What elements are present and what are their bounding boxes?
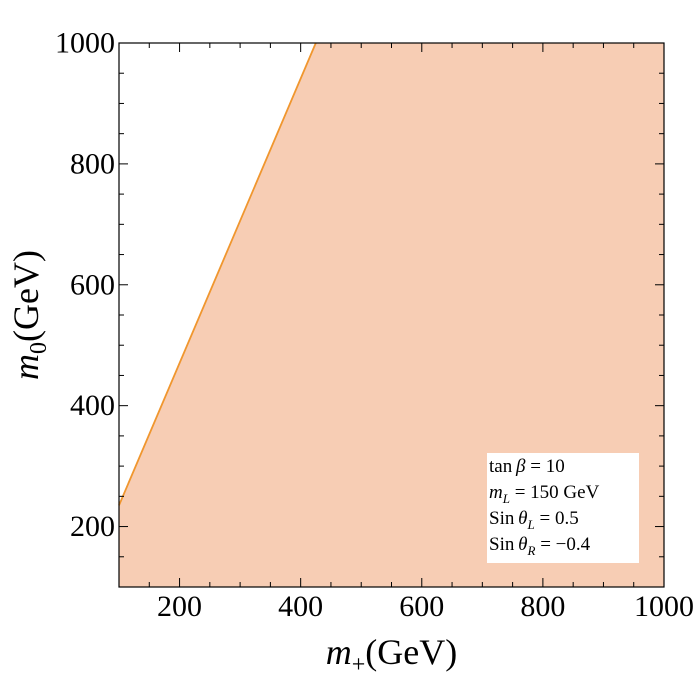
- boundary-line: [118, 42, 317, 506]
- y-tick-label: 400: [70, 389, 115, 422]
- x-tick-label: 400: [278, 590, 323, 623]
- annotation-line: mL = 150 GeV: [489, 482, 600, 506]
- annotation-line: Sin θL = 0.5: [489, 508, 579, 532]
- x-tick-label: 600: [399, 590, 444, 623]
- x-tick-label: 1000: [634, 590, 694, 623]
- annotation-background: [487, 453, 639, 563]
- y-tick-label: 600: [70, 268, 115, 301]
- excluded-region: [119, 43, 664, 587]
- axis-ticks: [118, 42, 665, 588]
- y-tick-label: 200: [70, 510, 115, 543]
- annotation-line: Sin θR = −0.4: [489, 534, 591, 558]
- y-axis-title: m0(GeV): [6, 250, 52, 380]
- y-tick-label: 800: [70, 147, 115, 180]
- axis-labels: 200 400 600 800 1000 200 400 600 800 1000 m+(GeV) m…: [6, 27, 694, 679]
- y-tick-label: 1000: [55, 27, 115, 60]
- annotation-line: tan β = 10: [489, 456, 565, 477]
- x-tick-label: 200: [157, 590, 202, 623]
- x-tick-label: 800: [520, 590, 565, 623]
- x-axis-title: m+(GeV): [326, 632, 458, 678]
- y-axis-title-group: m0(GeV): [6, 250, 52, 380]
